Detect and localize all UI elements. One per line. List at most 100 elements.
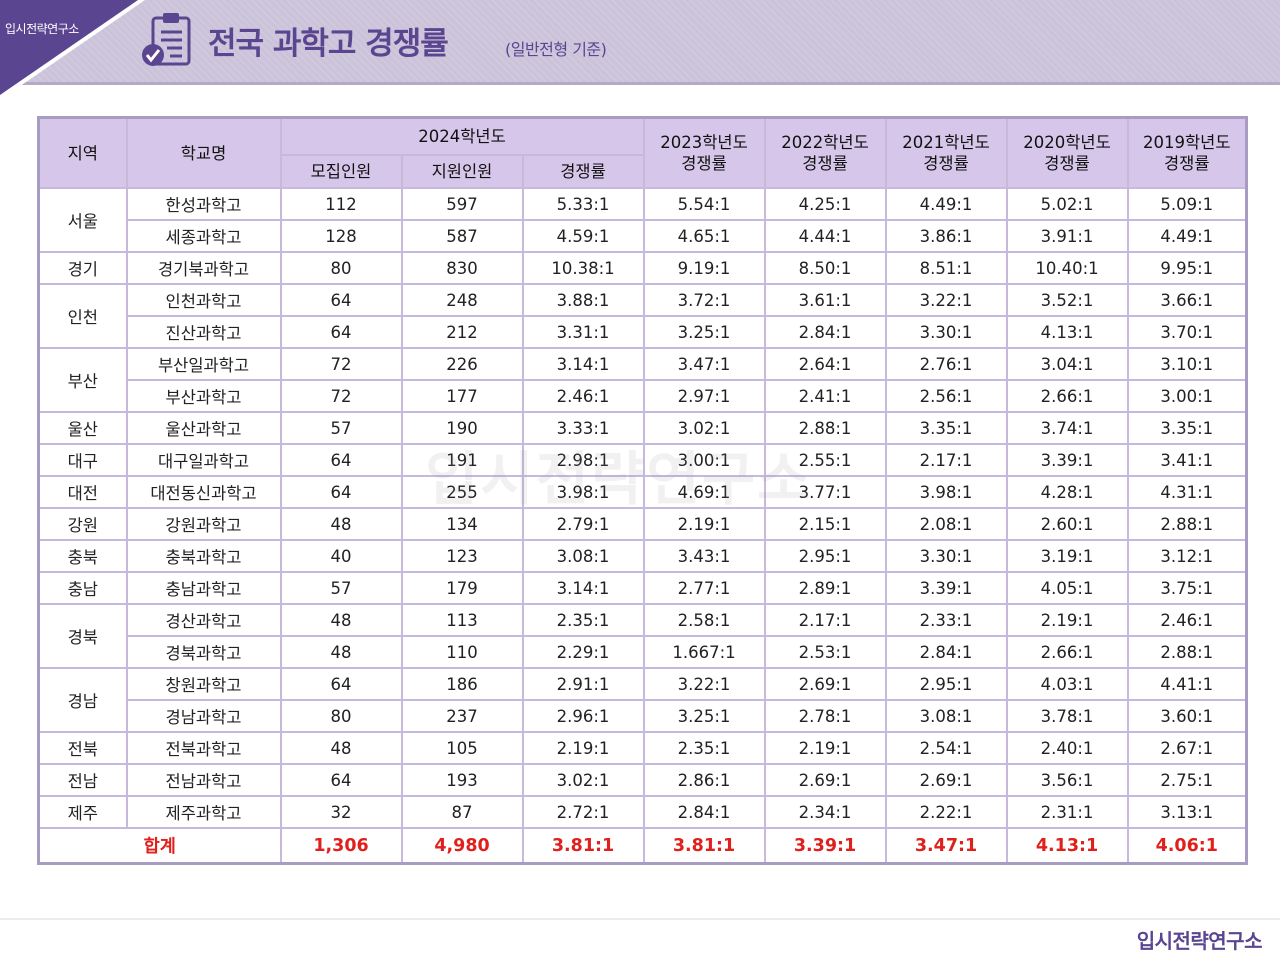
header-applicants: 지원인원 — [400, 154, 524, 189]
rate-cell: 9.19:1 — [642, 251, 766, 285]
school-name-cell: 창원과학고 — [125, 667, 282, 701]
region-cell: 제주 — [37, 795, 128, 829]
school-name-cell: 대전동신과학고 — [125, 475, 282, 509]
rate-cell: 10.40:1 — [1005, 251, 1129, 285]
clipboard-check-icon — [142, 13, 191, 66]
rate-cell: 2.60:1 — [1005, 507, 1129, 541]
rate-cell: 3.56:1 — [1005, 763, 1129, 797]
rate-cell: 3.04:1 — [1005, 347, 1129, 381]
region-cell: 경남 — [37, 667, 128, 733]
rate-cell: 2.55:1 — [763, 443, 887, 477]
region-cell: 부산 — [37, 347, 128, 413]
table-row: 강원 강원과학고 48 134 2.79:1 2.19:1 2.15:1 2.08:1 2.60… — [37, 507, 1248, 541]
recruit-cell: 80 — [279, 699, 403, 733]
rate-cell: 2.46:1 — [1126, 603, 1248, 637]
rate-cell: 2.66:1 — [1005, 379, 1129, 413]
rate-cell: 3.12:1 — [1126, 539, 1248, 573]
rate-cell: 3.19:1 — [1005, 539, 1129, 573]
applicants-cell: 113 — [400, 603, 524, 637]
total-label-cell: 합계 — [37, 827, 282, 865]
rate-cell: 2.84:1 — [763, 315, 887, 349]
rate-cell: 2.69:1 — [884, 763, 1008, 797]
page-title: 전국 과학고 경쟁률 — [208, 26, 449, 62]
school-name-cell: 강원과학고 — [125, 507, 282, 541]
header-year: 2023학년도 — [660, 133, 748, 152]
rate-cell: 3.08:1 — [521, 539, 645, 573]
rate-cell: 2.88:1 — [1126, 635, 1248, 669]
rate-cell: 2.54:1 — [884, 731, 1008, 765]
table-row: 경북 경산과학고 48 113 2.35:1 2.58:1 2.17:1 2.33:1 2.19… — [37, 603, 1248, 669]
total-rate-cell: 3.47:1 — [884, 827, 1008, 865]
applicants-cell: 134 — [400, 507, 524, 541]
rate-cell: 4.25:1 — [763, 187, 887, 221]
rate-cell: 3.35:1 — [1126, 411, 1248, 445]
rate-cell: 4.03:1 — [1005, 667, 1129, 701]
total-recruit-cell: 1,306 — [279, 827, 403, 865]
rate-cell: 5.02:1 — [1005, 187, 1129, 221]
region-cell: 강원 — [37, 507, 128, 541]
rate-cell: 2.31:1 — [1005, 795, 1129, 829]
rate-cell: 4.31:1 — [1126, 475, 1248, 509]
recruit-cell: 57 — [279, 411, 403, 445]
recruit-cell: 80 — [279, 251, 403, 285]
applicants-cell: 190 — [400, 411, 524, 445]
recruit-cell: 64 — [279, 667, 403, 701]
table-row: 경기 경기북과학고 80 830 10.38:1 9.19:1 8.50:1 8.51:1 10… — [37, 251, 1248, 285]
rate-cell: 3.98:1 — [521, 475, 645, 509]
rate-cell: 2.53:1 — [763, 635, 887, 669]
rate-cell: 2.22:1 — [884, 795, 1008, 829]
rate-cell: 3.70:1 — [1126, 315, 1248, 349]
header-rate-label: 경쟁률 — [681, 154, 727, 173]
school-name-cell: 한성과학고 — [125, 187, 282, 221]
rate-cell: 2.77:1 — [642, 571, 766, 605]
recruit-cell: 128 — [279, 219, 403, 253]
region-cell: 충남 — [37, 571, 128, 605]
rate-cell: 3.43:1 — [642, 539, 766, 573]
rate-cell: 2.46:1 — [521, 379, 645, 413]
recruit-cell: 48 — [279, 507, 403, 541]
rate-cell: 2.56:1 — [884, 379, 1008, 413]
applicants-cell: 212 — [400, 315, 524, 349]
rate-cell: 3.13:1 — [1126, 795, 1248, 829]
rate-cell: 2.33:1 — [884, 603, 1008, 637]
rate-cell: 2.69:1 — [763, 667, 887, 701]
rate-cell: 1.667:1 — [642, 635, 766, 669]
rate-cell: 3.30:1 — [884, 539, 1008, 573]
rate-cell: 3.78:1 — [1005, 699, 1129, 733]
rate-cell: 2.19:1 — [1005, 603, 1129, 637]
school-name-cell: 충남과학고 — [125, 571, 282, 605]
rate-cell: 4.65:1 — [642, 219, 766, 253]
rate-cell: 2.96:1 — [521, 699, 645, 733]
total-row: 합계 1,306 4,980 3.81:1 3.81:1 3.39:1 3.47:1 4.13… — [37, 827, 1248, 865]
rate-cell: 8.51:1 — [884, 251, 1008, 285]
applicants-cell: 597 — [400, 187, 524, 221]
applicants-cell: 191 — [400, 443, 524, 477]
table-row: 경남 창원과학고 64 186 2.91:1 3.22:1 2.69:1 2.95:1 4.03… — [37, 667, 1248, 733]
region-cell: 경북 — [37, 603, 128, 669]
rate-cell: 2.98:1 — [521, 443, 645, 477]
recruit-cell: 64 — [279, 283, 403, 317]
school-name-cell: 충북과학고 — [125, 539, 282, 573]
rate-cell: 3.74:1 — [1005, 411, 1129, 445]
table-row: 경북과학고 48 110 2.29:1 1.667:1 2.53:1 2.84:1 2.66:… — [39, 635, 1248, 669]
competition-rate-table: 지역 학교명 2024학년도 2023학년도 경쟁률 2022학년도 경쟁률 202… — [37, 116, 1248, 865]
applicants-cell: 179 — [400, 571, 524, 605]
table-row: 인천 인천과학고 64 248 3.88:1 3.72:1 3.61:1 3.22:1 3.52… — [37, 283, 1248, 349]
header-school: 학교명 — [125, 116, 282, 189]
rate-cell: 2.67:1 — [1126, 731, 1248, 765]
rate-cell: 3.00:1 — [642, 443, 766, 477]
rate-cell: 4.49:1 — [884, 187, 1008, 221]
school-name-cell: 경남과학고 — [125, 699, 282, 733]
table-row: 부산과학고 72 177 2.46:1 2.97:1 2.41:1 2.56:1 2.66:1… — [39, 379, 1248, 413]
rate-cell: 10.38:1 — [521, 251, 645, 285]
header-2021: 2021학년도 경쟁률 — [884, 116, 1008, 189]
rate-cell: 3.25:1 — [642, 699, 766, 733]
school-name-cell: 경북과학고 — [125, 635, 282, 669]
recruit-cell: 57 — [279, 571, 403, 605]
rate-cell: 3.91:1 — [1005, 219, 1129, 253]
page-subtitle: (일반전형 기준) — [505, 40, 607, 59]
rate-cell: 2.84:1 — [642, 795, 766, 829]
recruit-cell: 64 — [279, 443, 403, 477]
rate-cell: 2.88:1 — [763, 411, 887, 445]
